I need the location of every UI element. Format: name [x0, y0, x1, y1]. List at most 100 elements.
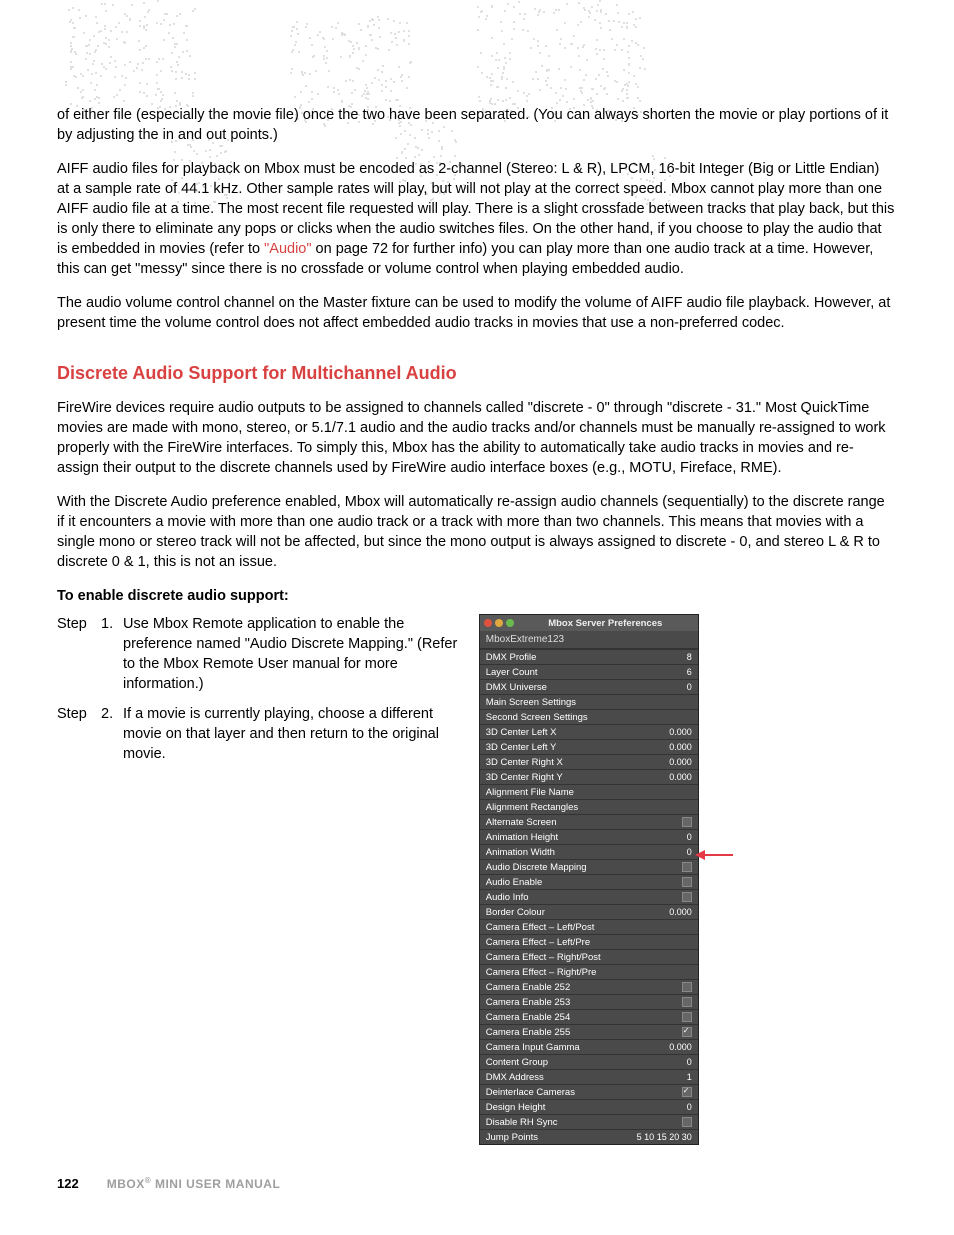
- pref-row[interactable]: Audio Discrete Mapping: [480, 859, 698, 874]
- pref-checkbox[interactable]: [682, 892, 692, 902]
- pref-label: Camera Effect – Left/Pre: [486, 937, 590, 948]
- pref-label: Design Height: [486, 1102, 546, 1113]
- pref-label: Camera Input Gamma: [486, 1042, 580, 1053]
- pref-label: Camera Effect – Right/Post: [486, 952, 601, 963]
- pref-row[interactable]: Second Screen Settings: [480, 709, 698, 724]
- pref-label: Camera Enable 254: [486, 1012, 571, 1023]
- pref-label: Animation Width: [486, 847, 555, 858]
- pref-value: 0.000: [669, 742, 692, 752]
- pref-label: Layer Count: [486, 667, 538, 678]
- pref-checkbox[interactable]: [682, 1087, 692, 1097]
- callout-arrow-head: [695, 850, 705, 860]
- pref-value: 0.000: [669, 1042, 692, 1052]
- pref-row[interactable]: Animation Height 0: [480, 829, 698, 844]
- pref-value: 0: [687, 847, 692, 857]
- pref-row[interactable]: Camera Enable 252: [480, 979, 698, 994]
- pref-row[interactable]: Main Screen Settings: [480, 694, 698, 709]
- zoom-icon[interactable]: [506, 619, 514, 627]
- paragraph-1: of either file (especially the movie fil…: [57, 105, 895, 145]
- pref-row[interactable]: Camera Enable 253: [480, 994, 698, 1009]
- pref-value: 0.000: [669, 727, 692, 737]
- pref-row[interactable]: Alignment File Name: [480, 784, 698, 799]
- step-row: Step2.If a movie is currently playing, c…: [57, 704, 459, 764]
- pref-row[interactable]: 3D Center Left Y 0.000: [480, 739, 698, 754]
- pref-label: DMX Address: [486, 1072, 544, 1083]
- pref-row[interactable]: 3D Center Right Y0.000: [480, 769, 698, 784]
- pref-row[interactable]: 3D Center Left X 0.000: [480, 724, 698, 739]
- pref-label: Content Group: [486, 1057, 548, 1068]
- prefs-titlebar: Mbox Server Preferences: [480, 615, 698, 631]
- pref-checkbox[interactable]: [682, 997, 692, 1007]
- pref-checkbox[interactable]: [682, 1012, 692, 1022]
- pref-row[interactable]: Camera Effect – Left/Post: [480, 919, 698, 934]
- pref-checkbox[interactable]: [682, 817, 692, 827]
- pref-checkbox[interactable]: [682, 982, 692, 992]
- pref-row[interactable]: DMX Universe0: [480, 679, 698, 694]
- pref-label: Disable RH Sync: [486, 1117, 558, 1128]
- pref-row[interactable]: Audio Enable: [480, 874, 698, 889]
- pref-value: 0.000: [669, 907, 692, 917]
- pref-row[interactable]: Design Height 0: [480, 1099, 698, 1114]
- pref-row[interactable]: Camera Enable 254: [480, 1009, 698, 1024]
- pref-label: Animation Height: [486, 832, 558, 843]
- pref-row[interactable]: Alternate Screen: [480, 814, 698, 829]
- page-footer: 122 MBOX® MINI USER MANUAL: [57, 1176, 280, 1191]
- pref-row[interactable]: Alignment Rectangles: [480, 799, 698, 814]
- pref-checkbox[interactable]: [682, 862, 692, 872]
- pref-label: DMX Universe: [486, 682, 547, 693]
- pref-label: Border Colour: [486, 907, 545, 918]
- prefs-subtitle: MboxExtreme123: [480, 631, 698, 649]
- pref-label: 3D Center Left X: [486, 727, 557, 738]
- pref-label: Main Screen Settings: [486, 697, 576, 708]
- pref-label: Jump Points: [486, 1132, 538, 1143]
- pref-row[interactable]: Content Group0: [480, 1054, 698, 1069]
- pref-row[interactable]: Jump Points 5 10 15 20 30: [480, 1129, 698, 1144]
- pref-label: 3D Center Right Y: [486, 772, 563, 783]
- pref-label: 3D Center Left Y: [486, 742, 557, 753]
- pref-label: Audio Info: [486, 892, 529, 903]
- footer-title-a: MBOX: [107, 1177, 145, 1191]
- steps-column: Step1.Use Mbox Remote application to ena…: [57, 614, 459, 1145]
- pref-row[interactable]: Camera Enable 255: [480, 1024, 698, 1039]
- pref-label: Alternate Screen: [486, 817, 557, 828]
- pref-row[interactable]: Border Colour 0.000: [480, 904, 698, 919]
- pref-row[interactable]: Camera Effect – Right/Post: [480, 949, 698, 964]
- pref-label: Audio Enable: [486, 877, 543, 888]
- pref-label: Alignment Rectangles: [486, 802, 578, 813]
- prefs-title: Mbox Server Preferences: [517, 618, 694, 629]
- step-number: 2.: [101, 704, 123, 764]
- pref-row[interactable]: Camera Effect – Right/Pre: [480, 964, 698, 979]
- pref-row[interactable]: 3D Center Right X0.000: [480, 754, 698, 769]
- pref-value: 0: [687, 1102, 692, 1112]
- prefs-rows: DMX Profile8Layer Count6DMX Universe0Mai…: [480, 649, 698, 1144]
- step-text: If a movie is currently playing, choose …: [123, 704, 459, 764]
- pref-row[interactable]: Layer Count6: [480, 664, 698, 679]
- pref-row[interactable]: Camera Input Gamma 0.000: [480, 1039, 698, 1054]
- pref-row[interactable]: DMX Address 1: [480, 1069, 698, 1084]
- pref-row[interactable]: DMX Profile8: [480, 649, 698, 664]
- pref-label: Audio Discrete Mapping: [486, 862, 587, 873]
- pref-row[interactable]: Disable RH Sync: [480, 1114, 698, 1129]
- pref-checkbox[interactable]: [682, 1117, 692, 1127]
- close-icon[interactable]: [484, 619, 492, 627]
- pref-row[interactable]: Camera Effect – Left/Pre: [480, 934, 698, 949]
- pref-row[interactable]: Audio Info: [480, 889, 698, 904]
- paragraph-4: FireWire devices require audio outputs t…: [57, 398, 895, 478]
- page-content: of either file (especially the movie fil…: [57, 105, 895, 1145]
- pref-value: 0: [687, 832, 692, 842]
- audio-link[interactable]: "Audio": [264, 241, 311, 257]
- minimize-icon[interactable]: [495, 619, 503, 627]
- paragraph-3: The audio volume control channel on the …: [57, 293, 895, 333]
- pref-checkbox[interactable]: [682, 1027, 692, 1037]
- paragraph-5: With the Discrete Audio preference enabl…: [57, 492, 895, 572]
- pref-label: Alignment File Name: [486, 787, 574, 798]
- step-row: Step1.Use Mbox Remote application to ena…: [57, 614, 459, 694]
- pref-row[interactable]: Deinterlace Cameras: [480, 1084, 698, 1099]
- pref-checkbox[interactable]: [682, 877, 692, 887]
- pref-value: 5 10 15 20 30: [637, 1132, 692, 1142]
- pref-value: 1: [687, 1072, 692, 1082]
- step-label: Step: [57, 704, 101, 764]
- pref-row[interactable]: Animation Width 0: [480, 844, 698, 859]
- prefs-panel: Mbox Server Preferences MboxExtreme123 D…: [479, 614, 699, 1145]
- page-number: 122: [57, 1176, 79, 1191]
